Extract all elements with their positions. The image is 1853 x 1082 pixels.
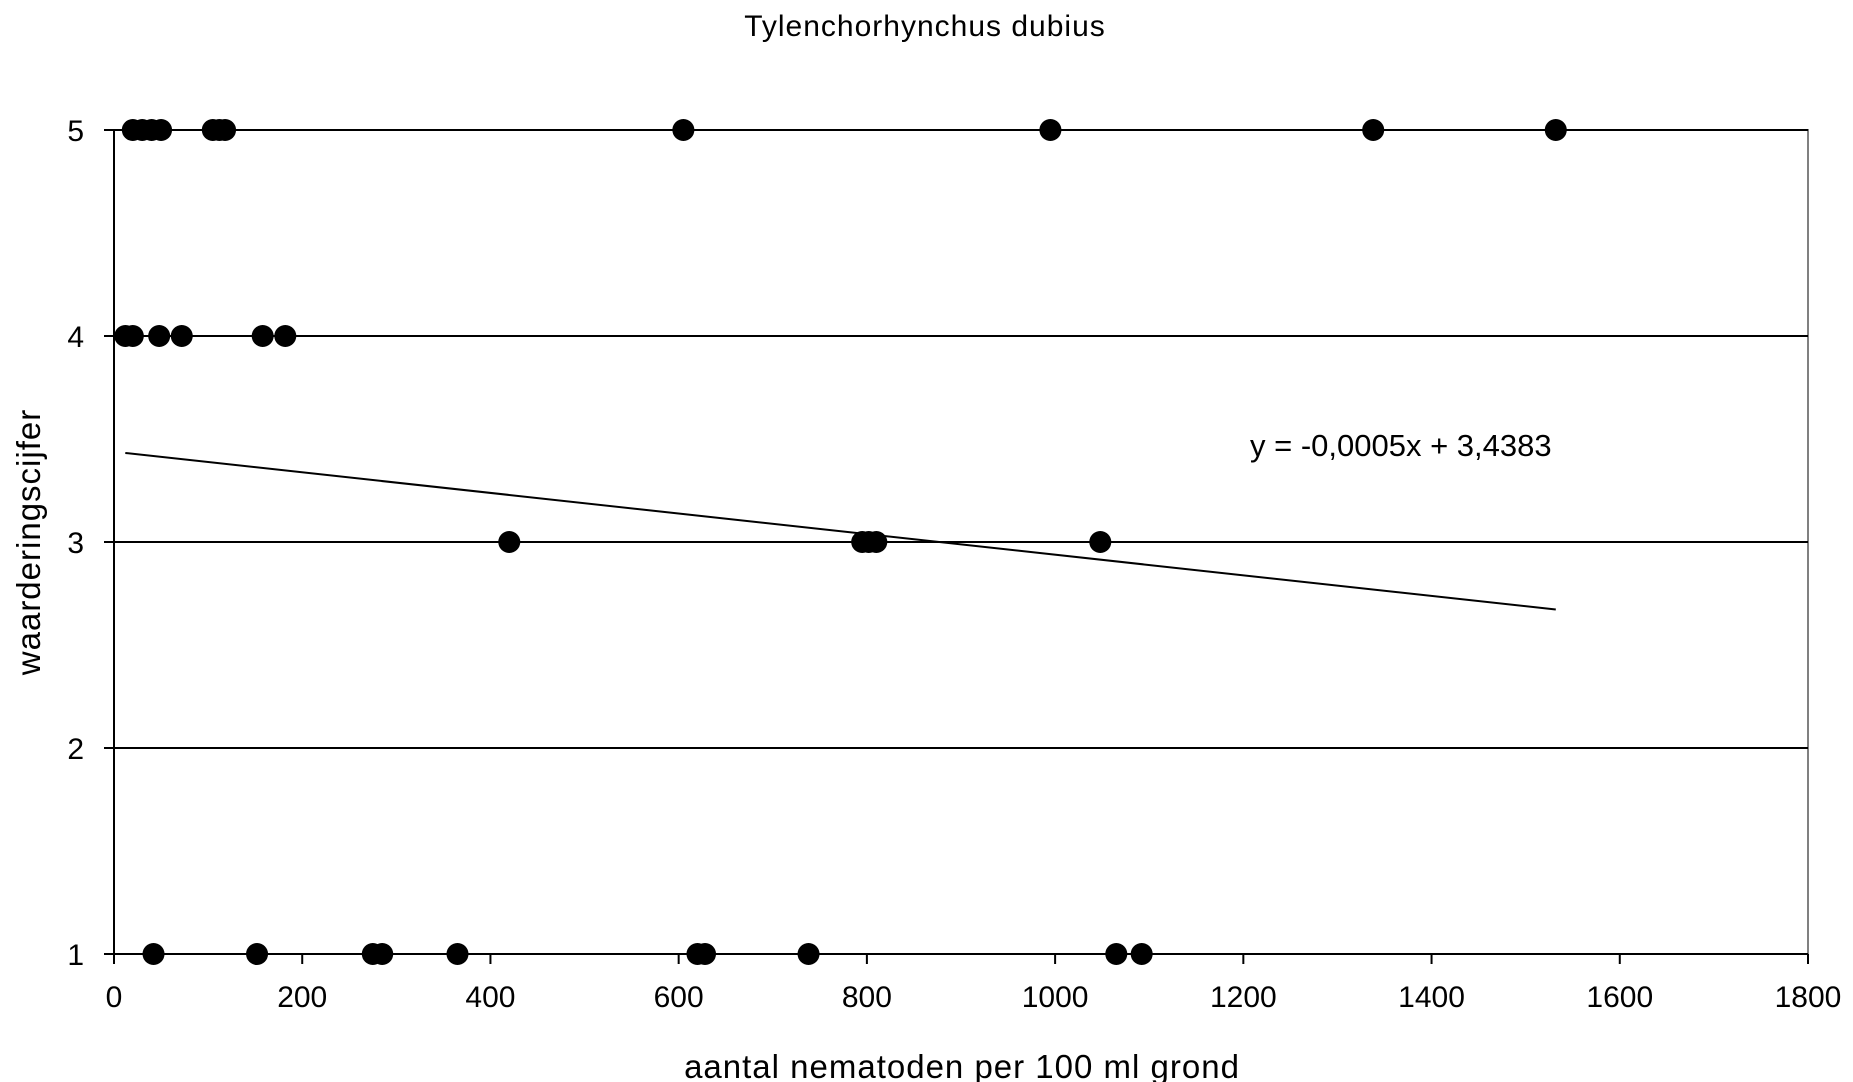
data-point [121,325,144,347]
y-tick-label: 5 [67,115,84,148]
data-point [797,943,820,965]
data-point [251,325,274,347]
chart-title: Tylenchorhynchus dubius [744,10,1106,43]
y-axis-ticks: 1 2 3 4 5 [67,115,114,972]
x-tick-label: 1600 [1586,981,1653,1014]
x-axis-ticks: 0 200 400 600 800 1000 1200 1400 1600 1800 [106,954,1842,1014]
x-tick-label: 600 [654,981,704,1014]
y-axis-title: waarderingscijfer [10,409,47,676]
data-point [142,943,165,965]
data-point [1130,943,1153,965]
x-tick-label: 200 [277,981,327,1014]
data-point [1105,943,1128,965]
gridlines [114,129,1808,749]
x-tick-label: 1200 [1210,981,1277,1014]
x-tick-label: 1800 [1775,981,1842,1014]
data-point [371,943,394,965]
y-tick-label: 3 [67,527,84,560]
data-point [148,325,171,347]
data-point [1544,119,1567,141]
data-point [1089,531,1112,553]
x-tick-label: 1400 [1398,981,1465,1014]
data-point [446,943,469,965]
data-point [150,119,173,141]
y-tick-label: 2 [67,733,84,766]
data-point [672,119,695,141]
x-tick-label: 0 [106,981,123,1014]
trendline [125,451,1556,611]
data-point [865,531,888,553]
data-point [694,943,717,965]
trendline-equation: y = -0,0005x + 3,4383 [1250,428,1552,463]
y-tick-label: 4 [67,321,84,354]
data-point [1362,119,1385,141]
x-tick-label: 1000 [1022,981,1089,1014]
data-point [214,119,237,141]
x-tick-label: 400 [465,981,515,1014]
x-axis-title: aantal nematoden per 100 ml grond [684,1048,1240,1082]
data-point [274,325,297,347]
data-point [170,325,193,347]
data-points [114,119,1567,965]
data-point [246,943,269,965]
y-tick-label: 1 [67,939,84,972]
x-tick-label: 800 [842,981,892,1014]
data-point [1039,119,1062,141]
data-point [498,531,521,553]
